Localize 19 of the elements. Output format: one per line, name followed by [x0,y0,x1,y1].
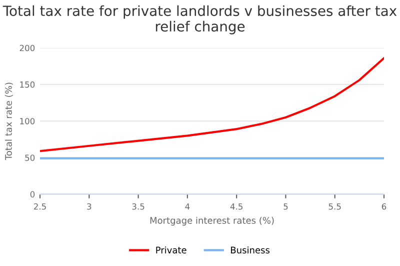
y-tick-label: 0 [30,191,35,198]
x-tick-label: 4.5 [230,203,242,210]
y-tick-label: 150 [20,81,35,88]
legend-label: Private [156,246,186,254]
y-tick-label: 200 [20,44,35,52]
x-tick-label: 2.5 [34,203,46,210]
y-tick-label: 100 [20,118,35,124]
x-tick-label: 3.5 [132,203,144,210]
legend-label: Business [231,246,270,254]
x-tick-label: 5.5 [328,203,341,210]
x-axis-title: Mortgage interest rates (%) [150,216,274,226]
x-tick-label: 3 [87,203,92,210]
x-tick-label: 4 [185,203,190,210]
y-axis-title: Total tax rate (%) [4,82,13,160]
x-tick-label: 5 [284,203,288,210]
line-series [40,57,384,152]
y-tick-label: 50 [25,154,35,161]
chart-title: Total tax rate for private landlords v businesses after tax relief change [2,5,397,34]
x-tick-label: 6 [382,203,386,210]
